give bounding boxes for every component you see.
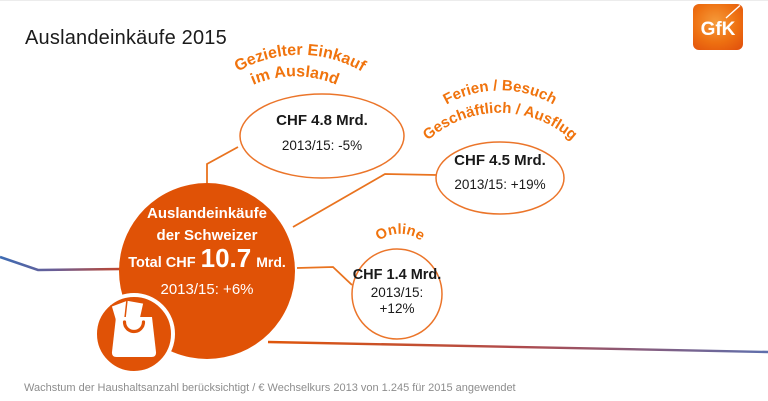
bubble-gezielter <box>239 93 405 179</box>
value-online: CHF 1.4 Mrd. <box>353 267 442 283</box>
connector-gezielter <box>206 146 239 183</box>
total-value: 10.7 <box>201 243 252 273</box>
logo-slash <box>725 4 741 19</box>
change-ferien: 2013/15: +19% <box>454 177 545 192</box>
connector-ferien <box>292 173 438 228</box>
value-gezielter: CHF 4.8 Mrd. <box>276 112 368 129</box>
label-online: Online <box>373 222 427 244</box>
page-title: Auslandeinkäufe 2015 <box>25 27 227 49</box>
footnote: Wachstum der Haushaltsanzahl berücksicht… <box>24 382 516 394</box>
label-ferien-line2: Geschäftlich / Ausflug <box>420 100 581 144</box>
total-value-line: Total CHF 10.7 Mrd. <box>128 243 286 273</box>
logo-text: GfK <box>701 19 736 40</box>
total-value-prefix: Total CHF <box>128 255 196 271</box>
logo-background <box>693 4 743 50</box>
bubble-ferien <box>435 141 565 215</box>
decor-line-right <box>267 340 768 354</box>
value-ferien: CHF 4.5 Mrd. <box>454 152 546 169</box>
connector-online <box>296 266 353 286</box>
change-online-line1: 2013/15: <box>371 285 424 300</box>
gfk-logo: GfK <box>693 4 743 50</box>
total-value-suffix: Mrd. <box>256 254 286 270</box>
bubble-online <box>351 248 443 340</box>
decor-line-left <box>0 255 123 272</box>
total-label-line1: Auslandeinkäufe <box>147 205 267 222</box>
total-change: 2013/15: +6% <box>161 281 254 298</box>
change-gezielter: 2013/15: -5% <box>282 138 362 153</box>
total-label-line2: der Schweizer <box>157 227 258 244</box>
shopping-bag-icon <box>110 299 157 357</box>
label-gezielter-line2: im Ausland <box>248 63 341 88</box>
change-online-line2: +12% <box>380 301 415 316</box>
